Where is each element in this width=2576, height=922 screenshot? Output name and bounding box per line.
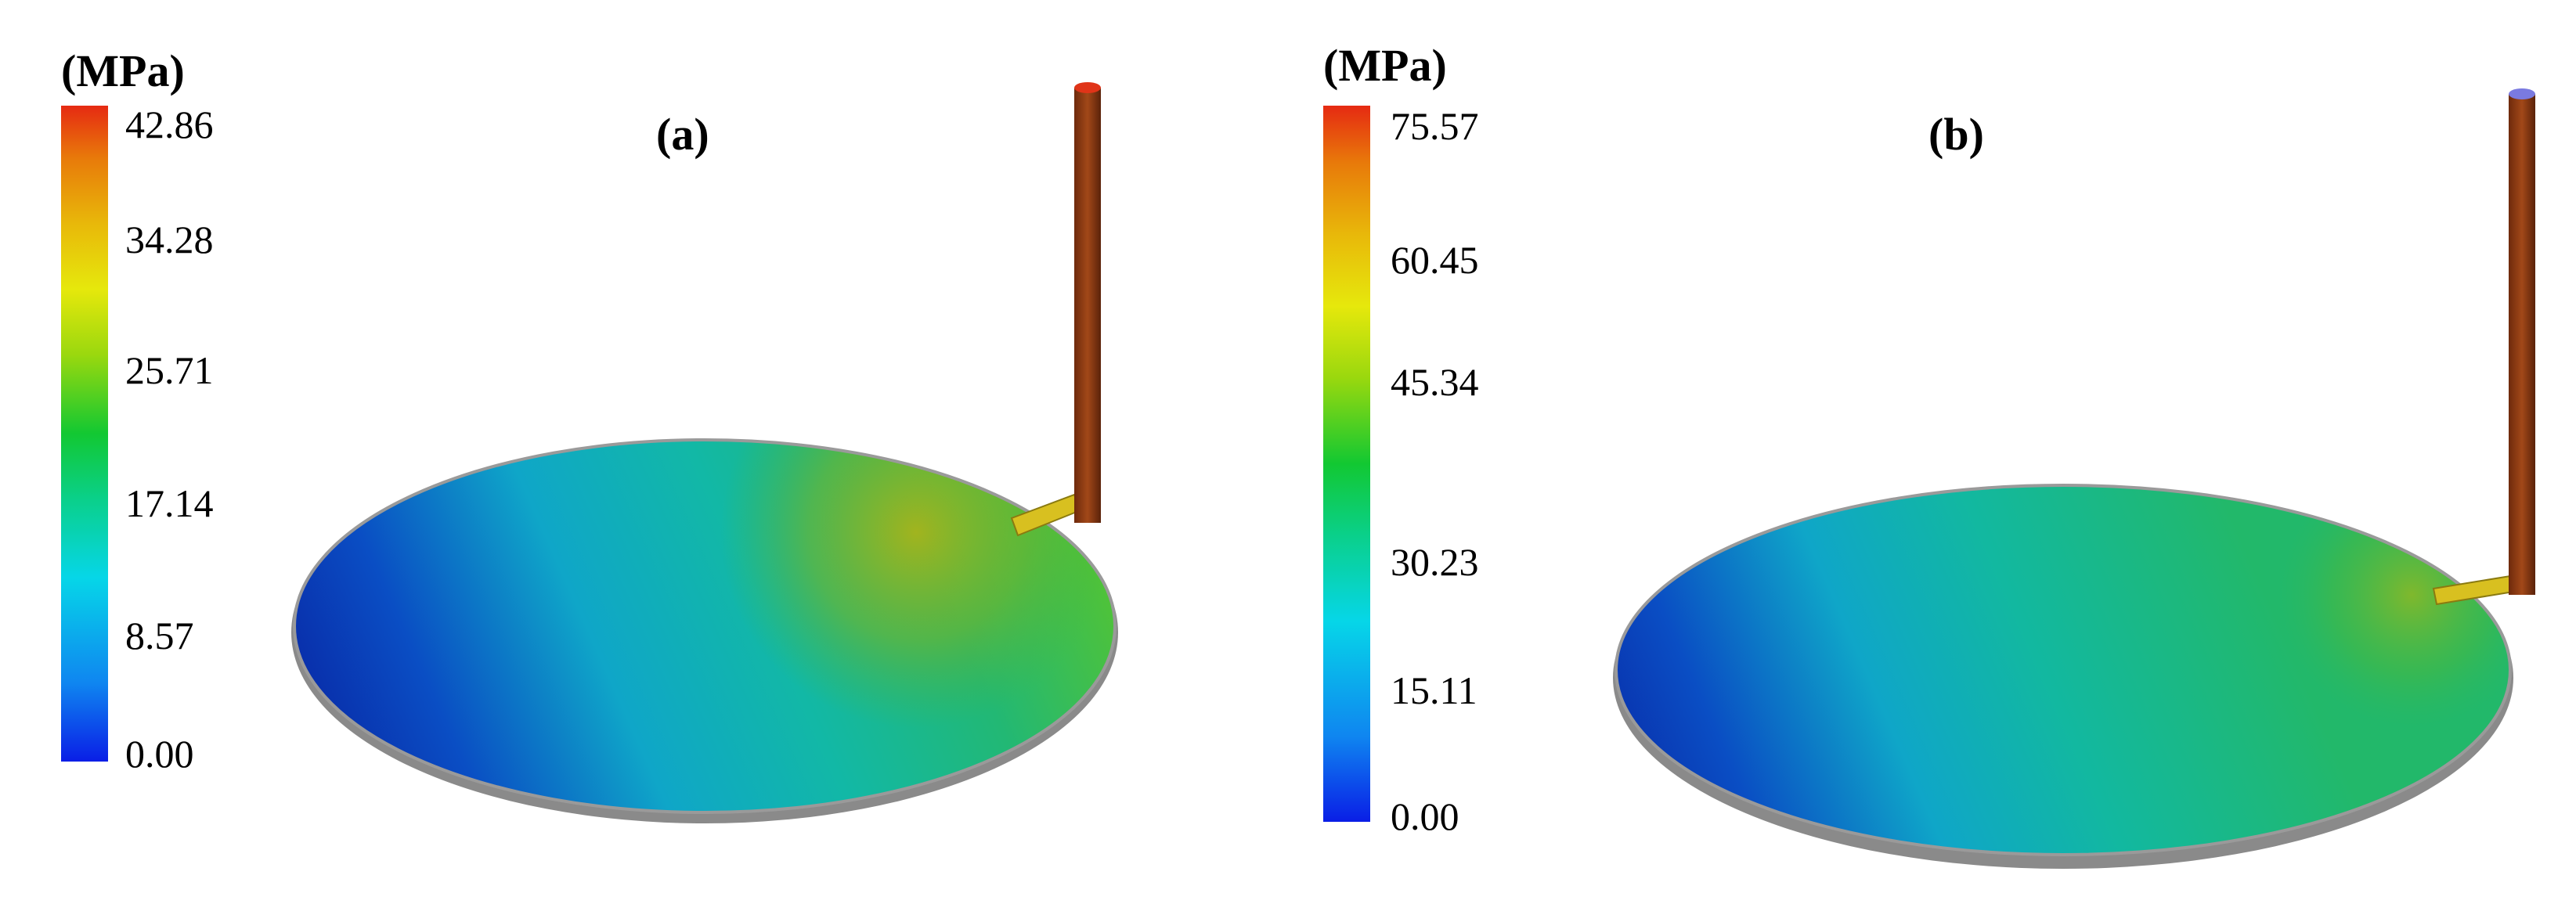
tick-b-3: 30.23 bbox=[1391, 540, 1479, 584]
stress-contour-model-b bbox=[1613, 88, 2535, 869]
tick-a-2: 25.71 bbox=[125, 348, 214, 392]
tick-a-3: 17.14 bbox=[125, 481, 214, 525]
tick-a-1: 34.28 bbox=[125, 218, 214, 261]
disc-edge-b bbox=[1615, 484, 2512, 856]
tick-a-0: 42.86 bbox=[125, 103, 214, 146]
tick-b-2: 45.34 bbox=[1391, 360, 1479, 404]
disc-hotspot-b bbox=[1616, 485, 2510, 855]
unit-label-b: (MPa) bbox=[1323, 40, 1447, 91]
sprue-b bbox=[2509, 94, 2535, 595]
disc-edge-a bbox=[293, 438, 1117, 814]
unit-label-a: (MPa) bbox=[61, 45, 185, 96]
colorbar-a bbox=[61, 106, 108, 762]
sprue-top-a bbox=[1074, 82, 1101, 93]
sprue-a bbox=[1074, 88, 1101, 523]
tick-a-5: 0.00 bbox=[125, 732, 194, 776]
panel-label-b: (b) bbox=[1928, 109, 1984, 160]
stress-contour-model-a bbox=[291, 82, 1118, 823]
stress-panel-b: (MPa) 75.57 60.45 45.34 30.23 15.11 0.00… bbox=[1268, 0, 2576, 922]
stress-panel-a: (MPa) 42.86 34.28 25.71 17.14 8.57 0.00 … bbox=[0, 0, 1268, 922]
tick-b-0: 75.57 bbox=[1391, 104, 1479, 148]
tick-b-1: 60.45 bbox=[1391, 238, 1479, 282]
colorbar-b bbox=[1323, 106, 1370, 822]
disc-hotspot-a bbox=[294, 440, 1115, 812]
panel-label-a: (a) bbox=[656, 109, 709, 160]
tick-b-5: 0.00 bbox=[1391, 794, 1459, 838]
sprue-top-b bbox=[2509, 88, 2535, 99]
tick-b-4: 15.11 bbox=[1391, 668, 1477, 712]
tick-a-4: 8.57 bbox=[125, 614, 194, 657]
